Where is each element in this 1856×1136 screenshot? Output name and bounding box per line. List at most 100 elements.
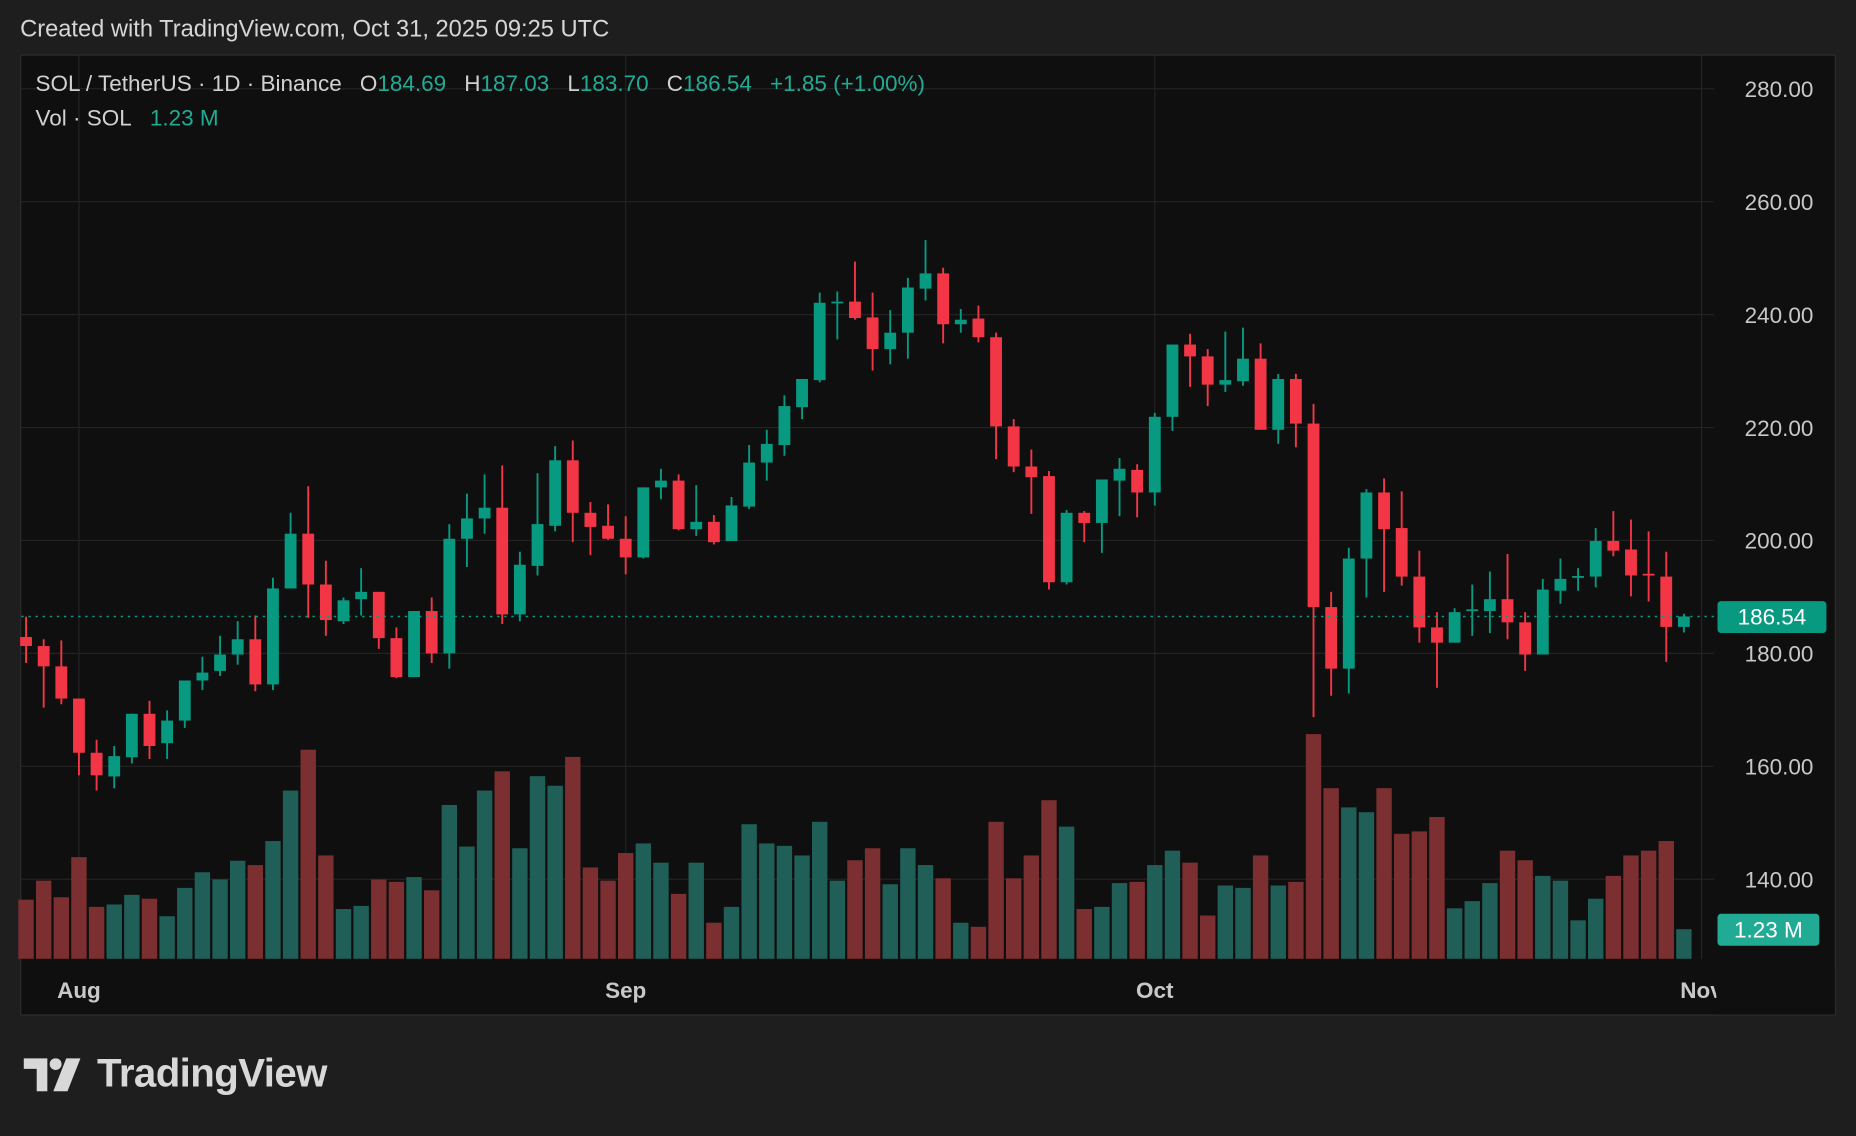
candle-body[interactable] (1237, 358, 1249, 382)
candle-body[interactable] (760, 443, 773, 463)
candle-body[interactable] (919, 273, 932, 289)
candle-body[interactable] (319, 584, 332, 621)
candle-body[interactable] (972, 318, 985, 338)
candle-body[interactable] (813, 302, 826, 381)
candle-body[interactable] (372, 591, 385, 639)
candle-body[interactable] (1184, 344, 1196, 357)
candle-body[interactable] (355, 591, 368, 600)
candle-body[interactable] (108, 756, 121, 777)
candle-body[interactable] (1307, 423, 1320, 608)
candle-body[interactable] (1342, 558, 1355, 669)
candle-body[interactable] (778, 406, 791, 446)
candle-body[interactable] (1431, 627, 1443, 643)
candle-body[interactable] (73, 698, 85, 753)
candle-body[interactable] (1131, 469, 1144, 493)
candle-body[interactable] (1660, 576, 1673, 627)
candle-body[interactable] (513, 564, 526, 615)
candle-body[interactable] (743, 462, 756, 507)
candle-body[interactable] (707, 521, 720, 543)
candle-body[interactable] (690, 521, 703, 530)
candle-body[interactable] (1607, 541, 1620, 551)
volume-bar (1288, 881, 1304, 959)
candle-body[interactable] (1272, 378, 1285, 430)
candle-body[interactable] (1201, 356, 1214, 385)
candle-body[interactable] (231, 639, 244, 655)
candle-body[interactable] (90, 752, 103, 776)
candle-body[interactable] (1289, 378, 1302, 424)
candle-body[interactable] (1413, 576, 1426, 628)
candle-body[interactable] (143, 713, 156, 746)
candle-body[interactable] (1625, 549, 1637, 576)
candle-body[interactable] (408, 611, 420, 678)
candle-body[interactable] (937, 273, 950, 325)
candle-body[interactable] (1060, 512, 1073, 583)
candle-body[interactable] (55, 666, 68, 699)
candle-body[interactable] (1554, 578, 1567, 591)
chart-pane[interactable] (20, 54, 1836, 1016)
candle-body[interactable] (1219, 380, 1232, 385)
candle-body[interactable] (178, 680, 191, 721)
candle-body[interactable] (531, 524, 544, 566)
candle-body[interactable] (1095, 479, 1108, 523)
candle-body[interactable] (954, 319, 967, 325)
candle-body[interactable] (1572, 576, 1584, 578)
candle-body[interactable] (443, 538, 456, 654)
candle-body[interactable] (725, 505, 738, 542)
candle-body[interactable] (1677, 616, 1690, 627)
candle-body[interactable] (796, 378, 808, 408)
candle-body[interactable] (1483, 599, 1496, 612)
candle-body[interactable] (1360, 492, 1373, 559)
candle-body[interactable] (496, 507, 509, 615)
candle-body[interactable] (1043, 476, 1055, 583)
candle-body[interactable] (990, 337, 1002, 427)
candle-body[interactable] (1466, 609, 1479, 612)
candle-body[interactable] (866, 317, 879, 350)
candle-body[interactable] (390, 638, 403, 678)
candle-body[interactable] (461, 518, 473, 539)
candle-body[interactable] (425, 611, 438, 654)
candle-body[interactable] (566, 460, 579, 513)
candle-body[interactable] (1078, 512, 1091, 523)
candle-body[interactable] (655, 480, 667, 488)
candle-body[interactable] (672, 480, 685, 530)
candle-body[interactable] (267, 588, 279, 685)
candle-body[interactable] (284, 533, 297, 589)
candle-body[interactable] (619, 538, 632, 558)
candle-body[interactable] (1025, 466, 1038, 478)
candle-body[interactable] (478, 507, 491, 519)
candle-body[interactable] (1589, 541, 1602, 577)
candle-body[interactable] (125, 713, 138, 758)
candle-body[interactable] (1642, 573, 1655, 576)
volume-bar (18, 899, 34, 959)
candle-body[interactable] (884, 332, 897, 350)
candle-body[interactable] (214, 654, 226, 671)
candle-body[interactable] (1007, 426, 1020, 467)
candle-body[interactable] (602, 525, 614, 539)
candle-body[interactable] (831, 301, 844, 304)
candle-body[interactable] (1254, 358, 1267, 430)
candle-body[interactable] (637, 487, 650, 558)
candle-body[interactable] (161, 720, 174, 744)
candle-body[interactable] (1536, 589, 1549, 655)
candle-body[interactable] (584, 512, 597, 527)
candle-body[interactable] (849, 301, 861, 319)
candle-body[interactable] (1325, 607, 1338, 669)
candle-body[interactable] (337, 600, 350, 622)
candle-body[interactable] (1378, 492, 1390, 530)
candle-body[interactable] (549, 460, 562, 526)
candle-body[interactable] (1448, 612, 1461, 643)
candle-body[interactable] (1501, 599, 1514, 623)
candle-body[interactable] (1113, 468, 1126, 481)
candle-body[interactable] (302, 533, 315, 585)
volume-bar (1605, 875, 1622, 959)
candle-body[interactable] (37, 646, 50, 667)
candle-body[interactable] (249, 639, 262, 685)
candle-body[interactable] (1519, 622, 1532, 655)
candle-body[interactable] (1166, 344, 1179, 417)
candle-body[interactable] (901, 287, 914, 333)
candle-body[interactable] (1148, 416, 1161, 493)
candle-body[interactable] (1395, 528, 1408, 577)
candle-body[interactable] (196, 672, 209, 681)
candle-body[interactable] (20, 637, 32, 647)
